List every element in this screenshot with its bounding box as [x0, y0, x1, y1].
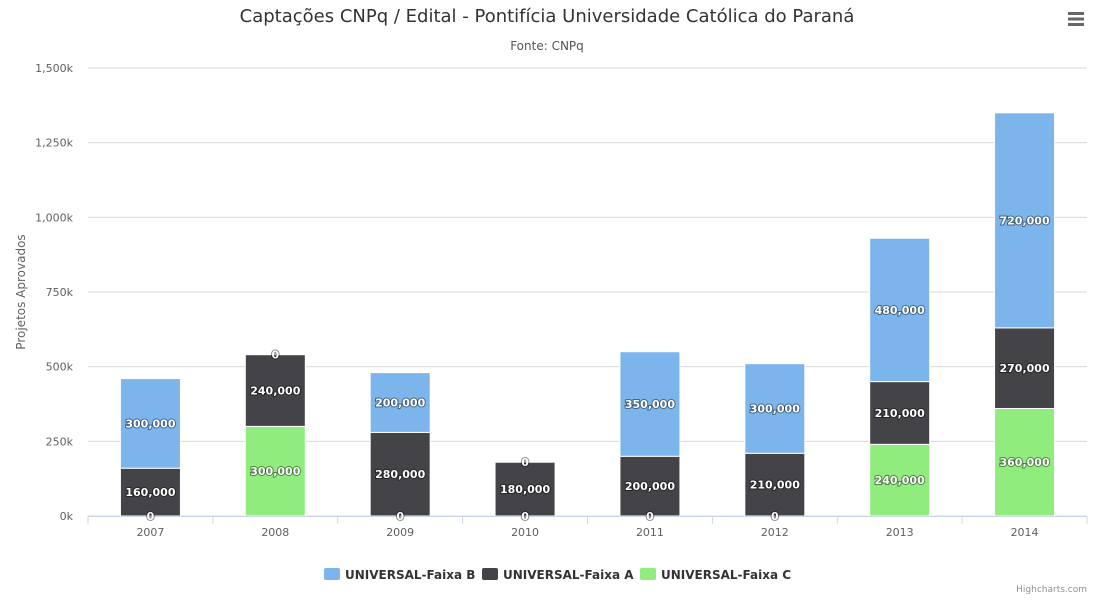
chart-title: Captações CNPq / Edital - Pontifícia Uni… — [240, 6, 855, 27]
legend-item[interactable]: UNIVERSAL-Faixa C — [640, 568, 791, 582]
bar-segment[interactable] — [994, 407, 1056, 517]
data-label: 280,000 — [375, 468, 425, 481]
y-axis-tick-labels: 0k 250k 500k 750k 1,000k 1,250k 1,500k — [35, 62, 73, 523]
bar-segment[interactable] — [744, 363, 806, 454]
y-tick-label: 750k — [46, 286, 74, 299]
data-label: 360,000 — [1000, 456, 1050, 469]
x-tick-label: 2012 — [761, 526, 789, 539]
bar-segment[interactable] — [869, 237, 931, 383]
grid-lines — [88, 67, 1087, 517]
data-label: 0 — [521, 510, 529, 523]
x-tick-label: 2011 — [636, 526, 664, 539]
credits-link[interactable]: Highcharts.com — [1016, 585, 1087, 595]
data-label: 210,000 — [875, 407, 925, 420]
y-tick-label: 1,000k — [35, 211, 73, 224]
chart-subtitle: Fonte: CNPq — [510, 39, 584, 53]
data-label: 0 — [147, 510, 155, 523]
y-tick-label: 250k — [46, 435, 74, 448]
data-label: 0 — [271, 349, 279, 362]
x-tick-label: 2013 — [886, 526, 914, 539]
bar-series — [119, 112, 1056, 517]
x-tick-label: 2007 — [136, 526, 164, 539]
data-label: 300,000 — [250, 465, 300, 478]
bar-segment[interactable] — [869, 381, 931, 445]
x-tick-label: 2010 — [511, 526, 539, 539]
bar-segment[interactable] — [744, 452, 806, 517]
data-label: 160,000 — [125, 486, 175, 499]
bar-segment[interactable] — [619, 351, 681, 457]
bar-segment[interactable] — [619, 455, 681, 517]
legend: UNIVERSAL-Faixa B UNIVERSAL-Faixa A UNIVER… — [324, 568, 791, 582]
bar-segment[interactable] — [994, 112, 1056, 329]
data-labels: 0 160,000 300,000 300,000 240,000 0 0 280,000 20… — [124, 213, 1051, 524]
data-label: 0 — [646, 510, 654, 523]
data-label: 210,000 — [750, 479, 800, 492]
x-tick-label: 2014 — [1011, 526, 1039, 539]
data-label: 240,000 — [250, 385, 300, 398]
data-label: 480,000 — [875, 304, 925, 317]
data-label: 300,000 — [125, 417, 175, 430]
y-tick-label: 0k — [60, 510, 74, 523]
legend-swatch — [640, 568, 656, 580]
x-tick-label: 2008 — [261, 526, 289, 539]
data-label: 350,000 — [625, 398, 675, 411]
y-axis-title: Projetos Aprovados — [14, 234, 28, 349]
data-label: 200,000 — [375, 397, 425, 410]
data-label: 0 — [521, 456, 529, 469]
legend-label: UNIVERSAL-Faixa A — [503, 568, 634, 582]
data-label: 720,000 — [1000, 214, 1050, 227]
legend-swatch — [482, 568, 498, 580]
data-label: 240,000 — [875, 474, 925, 487]
bar-segment[interactable] — [869, 443, 931, 517]
y-tick-label: 1,500k — [35, 62, 73, 75]
data-label: 200,000 — [625, 480, 675, 493]
x-tick-label: 2009 — [386, 526, 414, 539]
data-label: 270,000 — [1000, 362, 1050, 375]
data-label: 0 — [396, 510, 404, 523]
legend-label: UNIVERSAL-Faixa C — [661, 568, 791, 582]
bar-segment[interactable] — [369, 372, 431, 433]
bar-segment[interactable] — [244, 354, 306, 427]
y-tick-label: 500k — [46, 361, 74, 374]
data-label: 300,000 — [750, 402, 800, 415]
bar-segment[interactable] — [369, 431, 431, 517]
bar-segment[interactable] — [994, 327, 1056, 409]
data-label: 0 — [771, 510, 779, 523]
legend-label: UNIVERSAL-Faixa B — [345, 568, 475, 582]
hamburger-menu-icon[interactable] — [1062, 6, 1090, 32]
legend-item[interactable]: UNIVERSAL-Faixa A — [482, 568, 634, 582]
bar-segment[interactable] — [119, 378, 181, 469]
bar-segment[interactable] — [244, 425, 306, 517]
bar-segment[interactable] — [494, 461, 556, 517]
x-axis: 2007 2008 2009 2010 2011 2012 2013 2014 — [87, 516, 1088, 539]
data-label: 180,000 — [500, 483, 550, 496]
y-tick-label: 1,250k — [35, 137, 73, 150]
legend-item[interactable]: UNIVERSAL-Faixa B — [324, 568, 475, 582]
legend-swatch — [324, 568, 340, 580]
